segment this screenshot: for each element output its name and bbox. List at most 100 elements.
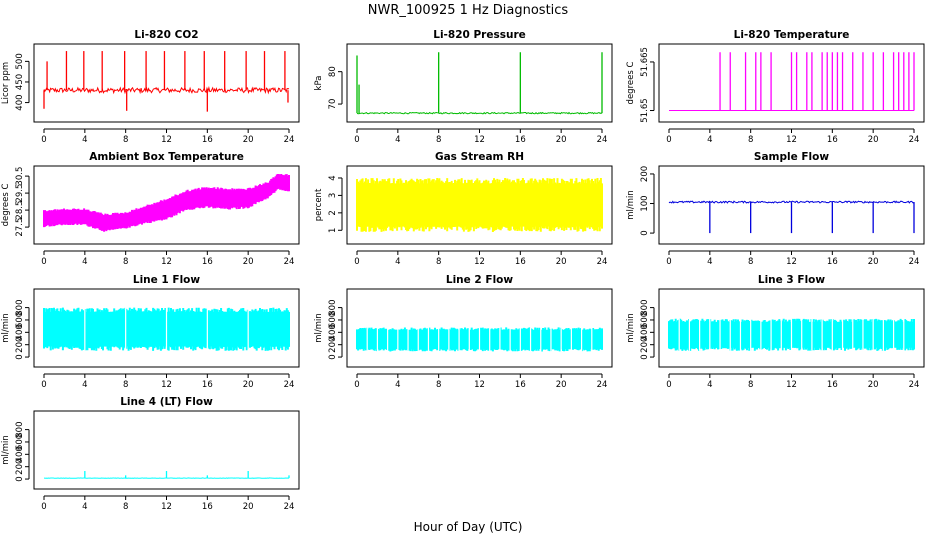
panel-title: Gas Stream RH — [435, 151, 524, 163]
y-tick-label: 28.5 — [15, 201, 25, 220]
x-tick-label: 20 — [243, 502, 254, 512]
panel-title: Ambient Box Temperature — [89, 151, 244, 163]
x-tick-label: 20 — [243, 380, 254, 390]
y-tick-label: 0 — [15, 476, 25, 481]
y-tick-label: 51.65 — [640, 98, 650, 122]
y-tick-label: 400 — [15, 324, 25, 340]
x-tick-label: 20 — [556, 380, 567, 390]
y-tick-label: 400 — [15, 446, 25, 462]
x-tick-label: 0 — [41, 257, 46, 267]
y-tick-label: 3 — [328, 193, 338, 198]
y-tick-label: 0 — [640, 354, 650, 359]
y-tick-label: 0 — [328, 354, 338, 359]
y-tick-label: 80 — [328, 66, 338, 77]
panel-title: Li-820 Temperature — [734, 29, 850, 41]
x-tick-label: 16 — [827, 380, 838, 390]
plot-frame — [346, 165, 613, 245]
y-tick-label: 0 — [15, 354, 25, 359]
x-tick-label: 12 — [786, 135, 797, 145]
y-axis-label: degrees C — [626, 62, 636, 105]
panel-2: Li-820 Pressure 0 4 8 12 16 20 24 70 80 kPa — [314, 29, 613, 145]
x-tick-label: 24 — [597, 135, 608, 145]
x-tick-label: 12 — [161, 135, 172, 145]
series-band — [357, 183, 602, 227]
plot-frame — [658, 288, 925, 368]
y-tick-label: 200 — [15, 459, 25, 475]
x-axis-label: Hour of Day (UTC) — [414, 520, 523, 534]
x-tick-label: 8 — [123, 502, 128, 512]
x-tick-label: 0 — [41, 135, 46, 145]
x-tick-label: 20 — [868, 135, 879, 145]
y-tick-label: 51.665 — [640, 47, 650, 77]
x-tick-label: 12 — [474, 257, 485, 267]
x-tick-label: 4 — [707, 257, 712, 267]
plot-frame — [658, 43, 925, 123]
x-tick-label: 16 — [515, 135, 526, 145]
panel-title: Line 1 Flow — [133, 274, 200, 286]
x-tick-label: 24 — [284, 135, 295, 145]
y-tick-label: 200 — [640, 337, 650, 353]
panel-title: Sample Flow — [754, 151, 829, 163]
y-axis-label: ml/min — [1, 435, 11, 465]
y-tick-label: 200 — [640, 166, 650, 182]
x-tick-label: 4 — [82, 380, 87, 390]
panel-title: Li-820 CO2 — [134, 29, 198, 41]
y-axis-label: kPa — [314, 76, 324, 91]
y-tick-label: 500 — [15, 53, 25, 69]
x-tick-label: 8 — [748, 257, 753, 267]
x-tick-label: 12 — [161, 257, 172, 267]
y-axis-label: ml/min — [626, 190, 636, 220]
panel-6: Sample Flow 0 4 8 12 16 20 24 0 100 200 ml/min — [626, 151, 925, 267]
series-line — [356, 111, 603, 115]
x-tick-label: 16 — [202, 380, 213, 390]
x-tick-label: 16 — [202, 135, 213, 145]
x-tick-label: 16 — [515, 380, 526, 390]
series-band — [44, 174, 289, 231]
y-tick-label: 27.5 — [15, 218, 25, 237]
y-tick-label: 4 — [328, 175, 338, 180]
y-tick-label: 70 — [328, 99, 338, 110]
y-axis-label: Licor ppm — [1, 62, 11, 104]
x-tick-label: 8 — [123, 257, 128, 267]
y-tick-label: 600 — [640, 312, 650, 328]
x-tick-label: 12 — [474, 380, 485, 390]
panel-1: Li-820 CO2 0 4 8 12 16 20 24 400 450 500 Licor ppm — [1, 29, 300, 145]
x-tick-label: 24 — [284, 257, 295, 267]
x-tick-label: 16 — [202, 502, 213, 512]
x-tick-label: 24 — [284, 502, 295, 512]
panel-4: Ambient Box Temperature 0 4 8 12 16 20 24 27.528… — [1, 151, 300, 267]
panel-title: Line 2 Flow — [446, 274, 513, 286]
x-tick-label: 20 — [868, 380, 879, 390]
panel-title: Line 3 Flow — [758, 274, 825, 286]
x-tick-label: 12 — [786, 257, 797, 267]
x-tick-label: 4 — [395, 257, 400, 267]
x-tick-label: 20 — [243, 257, 254, 267]
x-tick-label: 4 — [707, 135, 712, 145]
y-tick-label: 600 — [15, 434, 25, 450]
plot-frame — [658, 165, 925, 245]
x-tick-label: 16 — [827, 257, 838, 267]
x-tick-label: 8 — [436, 135, 441, 145]
y-axis-label: degrees C — [1, 184, 11, 227]
x-tick-label: 8 — [436, 380, 441, 390]
x-tick-label: 12 — [161, 502, 172, 512]
plot-frame — [33, 165, 300, 245]
x-tick-label: 24 — [909, 257, 920, 267]
x-tick-label: 16 — [202, 257, 213, 267]
x-tick-label: 4 — [82, 135, 87, 145]
y-tick-label: 100 — [640, 195, 650, 211]
y-axis-label: ml/min — [314, 313, 324, 343]
y-tick-label: 450 — [15, 74, 25, 90]
x-tick-label: 0 — [41, 380, 46, 390]
x-tick-label: 4 — [395, 135, 400, 145]
y-tick-label: 0 — [640, 230, 650, 235]
x-tick-label: 12 — [161, 380, 172, 390]
plot-frame — [346, 288, 613, 368]
x-tick-label: 0 — [354, 380, 359, 390]
